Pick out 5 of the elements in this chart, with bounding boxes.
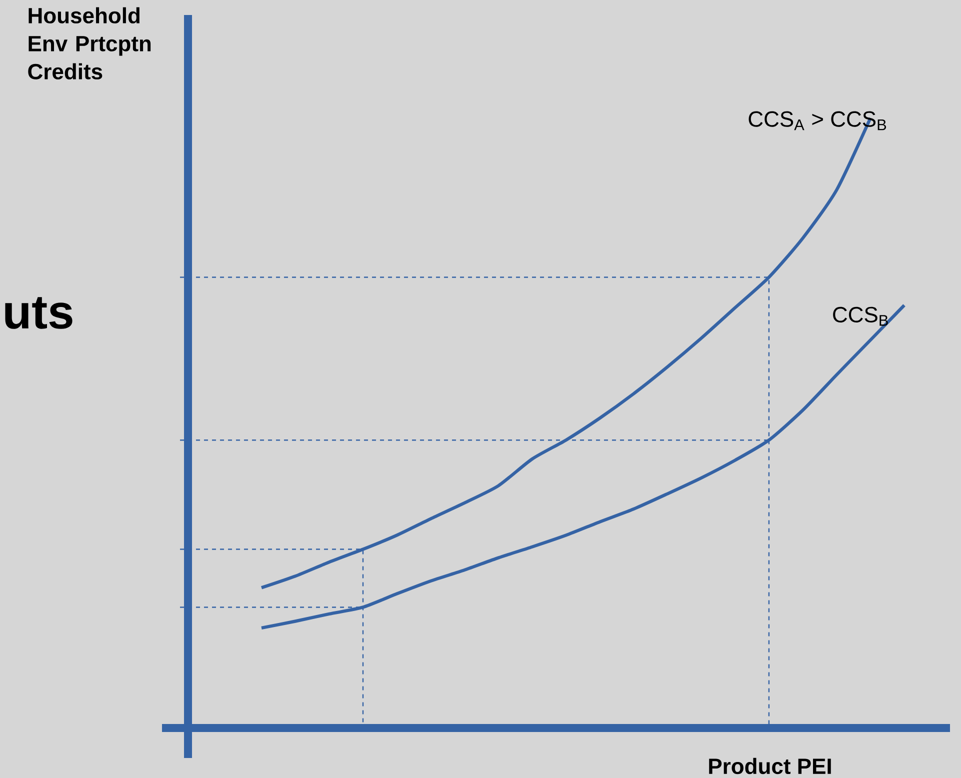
x-axis-title: Product PEI — [709, 758, 831, 774]
text: uts — [5, 297, 72, 329]
series-label: CCS$_{B}$ — [833, 306, 888, 326]
series-label: CCS$_{A}$ > CCS$_{B}$ — [748, 111, 886, 130]
y-axis-title: Household Env Prtcptn Credits — [28, 7, 151, 80]
